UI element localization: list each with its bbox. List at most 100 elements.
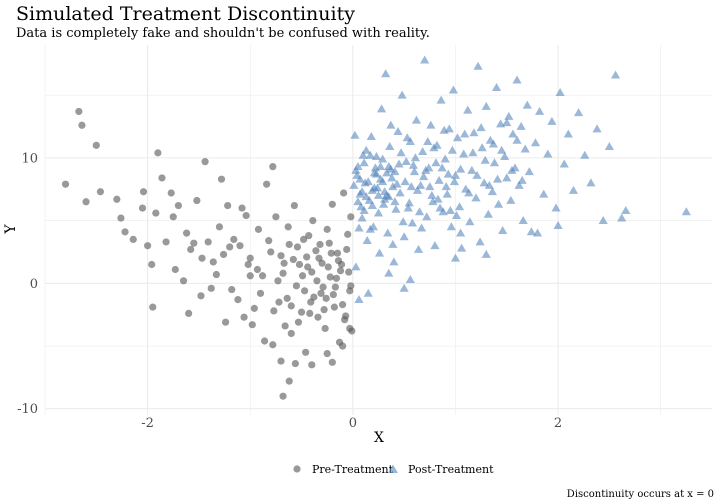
post-treatment-point bbox=[367, 200, 377, 209]
pre-treatment-point bbox=[61, 180, 70, 188]
post-treatment-point bbox=[426, 120, 436, 129]
pre-treatment-point bbox=[187, 245, 195, 254]
post-treatment-point bbox=[598, 215, 608, 224]
pre-treatment-point bbox=[281, 322, 289, 330]
post-treatment-point bbox=[412, 185, 423, 194]
y-axis-ticks: -10 0 10 bbox=[17, 151, 38, 417]
post-treatment-point bbox=[512, 75, 522, 84]
chart-subtitle: Data is completely fake and shouldn't be… bbox=[16, 26, 430, 41]
pre-treatment-point bbox=[269, 163, 277, 171]
pre-treatment-point bbox=[304, 263, 312, 271]
post-treatment-point bbox=[468, 148, 478, 157]
post-treatment-point bbox=[543, 149, 553, 158]
pre-treatment-point bbox=[269, 341, 277, 349]
pre-treatment-point bbox=[343, 245, 351, 254]
post-treatment-point bbox=[465, 217, 475, 226]
post-treatment-point bbox=[429, 143, 439, 152]
post-treatment-point bbox=[436, 95, 446, 104]
post-treatment-point bbox=[402, 133, 412, 142]
pre-treatment-point bbox=[240, 313, 248, 321]
post-treatment-point bbox=[349, 180, 359, 189]
pre-treatment-point bbox=[330, 303, 338, 311]
pre-treatment-point bbox=[347, 282, 355, 290]
post-treatment-point bbox=[394, 159, 404, 168]
post-treatment-point bbox=[366, 131, 376, 140]
pre-treatment-point bbox=[329, 290, 337, 299]
post-treatment-point bbox=[388, 182, 398, 191]
pre-treatment-point bbox=[129, 235, 137, 244]
post-treatment-point bbox=[393, 126, 403, 135]
post-treatment-point bbox=[520, 144, 530, 153]
pre-treatment-point bbox=[234, 296, 242, 304]
post-treatment-point bbox=[390, 197, 400, 206]
post-treatment-point bbox=[491, 83, 502, 92]
post-treatment-point bbox=[439, 125, 449, 134]
post-treatment-point bbox=[406, 182, 416, 191]
post-treatment-point bbox=[421, 165, 431, 174]
post-treatment-point bbox=[508, 129, 518, 138]
post-treatment-point bbox=[390, 167, 400, 176]
post-treatment-point bbox=[379, 199, 389, 208]
pre-treatment-point bbox=[312, 247, 320, 255]
pre-treatment-point bbox=[242, 211, 250, 220]
post-treatment-point bbox=[446, 222, 456, 231]
pre-treatment-point bbox=[284, 223, 292, 231]
y-axis-title: Y bbox=[3, 224, 19, 235]
pre-treatment-point bbox=[344, 230, 352, 238]
chart-caption: Discontinuity occurs at x = 0 bbox=[567, 489, 714, 500]
post-treatment-point bbox=[681, 207, 691, 216]
post-treatment-point bbox=[431, 158, 441, 167]
post-treatment-point bbox=[351, 262, 361, 271]
pre-treatment-point bbox=[201, 158, 209, 166]
pre-treatment-point bbox=[285, 377, 293, 385]
post-treatment-point bbox=[471, 193, 481, 202]
pre-treatment-point bbox=[197, 292, 205, 300]
post-treatment-point bbox=[447, 145, 457, 154]
pre-treatment-point bbox=[287, 302, 295, 310]
pre-treatment-point bbox=[323, 349, 331, 358]
pre-treatment-point bbox=[263, 180, 271, 188]
post-treatment-point bbox=[425, 182, 435, 191]
post-treatment-point bbox=[403, 203, 413, 212]
post-treatment-point bbox=[535, 106, 545, 115]
post-treatment-point bbox=[464, 188, 474, 197]
post-treatment-point bbox=[419, 172, 429, 181]
post-treatment-point bbox=[479, 178, 489, 187]
pre-treatment-point bbox=[287, 329, 295, 338]
post-treatment-point bbox=[391, 204, 401, 213]
pre-treatment-point bbox=[82, 198, 90, 206]
post-treatment-point bbox=[371, 169, 382, 178]
pre-treatment-point bbox=[309, 216, 317, 225]
post-treatment-point bbox=[405, 274, 415, 283]
pre-treatment-point bbox=[154, 149, 162, 157]
post-treatment-point bbox=[389, 257, 399, 266]
post-treatment-point bbox=[378, 177, 388, 186]
pre-treatment-point bbox=[198, 254, 206, 262]
post-treatment-point bbox=[361, 192, 371, 201]
pre-treatment-point bbox=[338, 301, 347, 309]
pre-treatment-point bbox=[265, 237, 273, 245]
post-treatment-point bbox=[428, 197, 438, 206]
post-treatment-point bbox=[437, 163, 447, 172]
pre-treatment-point bbox=[277, 252, 285, 260]
pre-treatment-point bbox=[260, 337, 269, 345]
post-treatment-point bbox=[516, 121, 526, 130]
pre-treatment-point bbox=[246, 254, 254, 262]
legend-label-post-treatment: Post-Treatment bbox=[408, 463, 494, 476]
legend-marker-pre-treatment bbox=[293, 465, 301, 473]
post-treatment-point bbox=[409, 167, 420, 176]
post-treatment-point bbox=[358, 150, 368, 159]
post-treatment-point bbox=[380, 194, 390, 203]
post-treatment-point bbox=[359, 205, 369, 214]
pre-treatment-point bbox=[185, 309, 193, 318]
post-treatment-point bbox=[435, 203, 445, 212]
post-treatment-point bbox=[443, 169, 453, 178]
post-treatment-point bbox=[480, 155, 490, 164]
post-treatment-point bbox=[451, 210, 462, 219]
pre-treatment-point bbox=[328, 358, 336, 366]
pre-treatment-point bbox=[272, 213, 280, 221]
post-treatment-point bbox=[481, 101, 491, 110]
pre-treatment-point bbox=[294, 318, 303, 326]
post-treatment-point bbox=[487, 187, 498, 196]
pre-treatment-point bbox=[209, 258, 217, 266]
